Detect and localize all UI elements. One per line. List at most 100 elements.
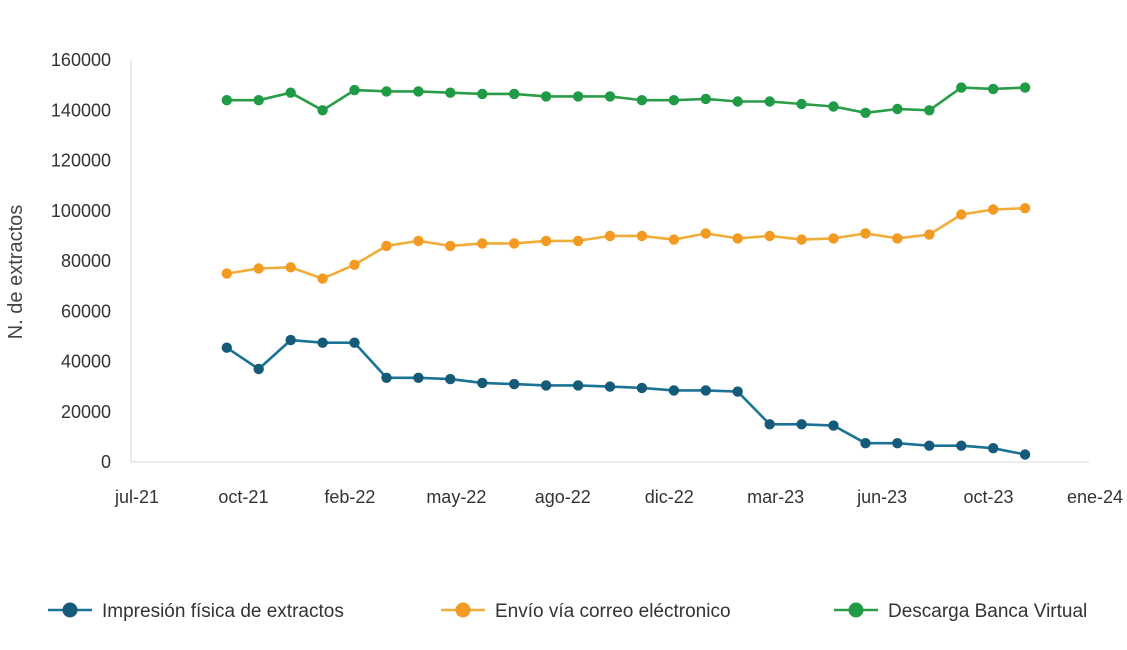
data-point [828,233,839,244]
data-point [924,229,935,240]
series-layer [221,82,1031,460]
data-point [221,268,232,279]
series-line [226,338,1026,456]
axes [130,60,1089,463]
data-point [732,386,743,397]
data-point [253,363,264,375]
x-tick-label: dic-22 [645,487,694,507]
legend: Impresión física de extractos Envío vía c… [48,601,1087,622]
series-2 [221,203,1031,284]
data-point [636,382,648,394]
y-tick-label: 140000 [51,100,111,120]
x-tick-label: ago-22 [535,487,591,507]
data-point [285,334,296,346]
legend-item: Envío vía correo eléctronico [441,601,731,622]
x-tick-label: ene-24 [1067,487,1123,507]
series-1 [221,334,1031,460]
y-tick-label: 20000 [61,402,111,422]
data-point [509,378,520,390]
data-point [572,380,584,391]
legend-swatch-marker [62,602,78,618]
series-line [226,206,1026,280]
x-tick-label: may-22 [426,487,486,507]
data-point [349,84,360,96]
data-point [796,98,807,110]
legend-swatch-marker [455,602,471,618]
x-tick-label: feb-22 [324,487,375,507]
y-tick-label: 100000 [51,201,111,221]
x-tick-label: jun-23 [856,487,907,507]
data-point [700,385,711,396]
data-point [1019,203,1031,214]
data-point [349,337,360,348]
data-point [349,259,360,270]
data-point [381,240,392,252]
y-axis-label: N. de extractos [5,205,27,340]
data-point [988,83,999,95]
data-point [1019,82,1031,93]
data-point [796,234,807,245]
data-point [956,440,967,451]
data-point [445,87,456,98]
data-point [828,101,839,112]
series-3 [221,82,1031,119]
data-point [924,440,935,451]
data-point [477,238,488,249]
data-point [732,96,743,107]
data-point [413,235,424,247]
data-point [540,91,552,102]
data-point [764,419,775,430]
data-point [764,96,775,107]
y-tick-label: 120000 [51,151,111,171]
x-tick-label: oct-21 [218,487,268,507]
data-point [317,337,328,348]
data-point [668,385,680,396]
data-point [477,377,488,389]
legend-label: Impresión física de extractos [102,601,344,622]
data-point [668,95,680,106]
data-point [892,438,903,449]
data-point [892,233,903,244]
data-point [764,230,775,242]
data-point [636,230,648,242]
data-point [445,373,456,385]
data-point [1019,449,1031,460]
y-axis-title: N. de extractos [5,205,27,340]
data-point [509,88,520,100]
data-point [732,233,743,244]
x-tick-label: mar-23 [747,487,804,507]
data-point [285,262,296,273]
y-tick-label: 60000 [61,301,111,321]
data-point [540,235,552,247]
data-point [604,91,616,102]
data-point [477,88,488,100]
data-point [860,228,871,239]
data-point [796,419,807,430]
data-point [317,105,328,116]
legend-swatch-marker [848,602,864,618]
legend-label: Envío vía correo eléctronico [495,601,731,622]
y-tick-label: 0 [101,452,111,472]
data-point [285,87,296,98]
data-point [988,204,999,215]
data-point [253,263,264,274]
data-point [381,86,392,97]
data-point [700,93,711,105]
data-point [924,105,935,116]
data-point [253,95,264,106]
data-point [317,273,328,284]
data-point [828,420,839,431]
x-tick-labels: jul-21 oct-21 feb-22 may-22 ago-22 dic-22 mar-… [114,487,1123,507]
data-point [988,443,999,454]
y-tick-label: 40000 [61,352,111,372]
data-point [604,230,616,242]
data-point [956,82,967,93]
data-point [221,95,232,106]
series-line [226,86,1026,115]
legend-item: Impresión física de extractos [48,601,344,622]
data-point [413,86,424,97]
data-point [381,372,392,383]
legend-label: Descarga Banca Virtual [888,601,1087,622]
y-tick-label: 80000 [61,251,111,271]
